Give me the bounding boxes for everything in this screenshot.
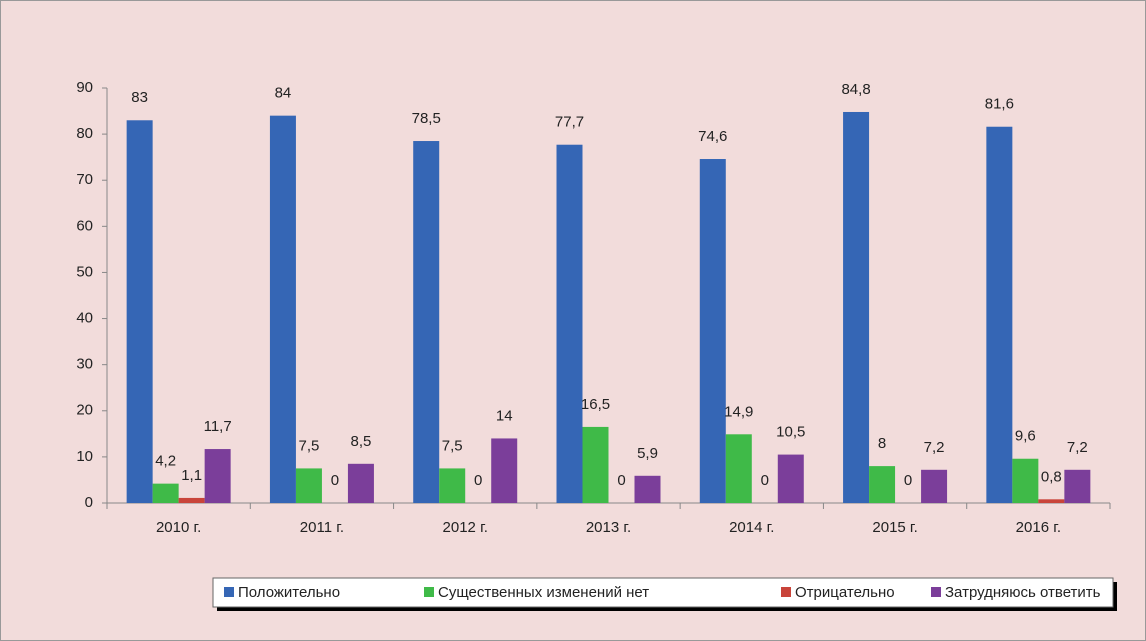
bar [1064,469,1091,503]
bar [413,141,440,503]
data-label: 5,9 [637,445,658,462]
data-label: 9,6 [1015,428,1036,445]
bar [178,497,205,503]
y-tick-label: 20 [76,402,93,419]
bar [869,466,896,503]
legend-label: Существенных изменений нет [438,584,649,601]
legend-swatch [424,587,434,597]
bar [634,475,661,503]
data-label: 7,5 [442,437,463,454]
data-label: 14,9 [724,403,753,420]
data-label: 0 [474,472,482,489]
y-tick-label: 10 [76,448,93,465]
bar [439,468,466,503]
x-tick-label: 2015 г. [872,519,917,536]
data-label: 14 [496,407,513,424]
bar [921,469,948,503]
bar [986,126,1013,503]
legend-swatch [931,587,941,597]
legend-box [212,577,1114,608]
bar [843,111,870,503]
bar [152,483,179,503]
data-label: 77,7 [555,114,584,131]
bar [699,159,726,503]
legend-swatch [781,587,791,597]
y-tick-label: 30 [76,356,93,373]
y-tick-label: 40 [76,310,93,327]
bar [582,426,609,503]
x-tick-label: 2011 г. [300,519,344,536]
data-label: 8 [878,435,886,452]
bar [1038,499,1065,503]
bar [269,115,296,504]
data-label: 0,8 [1041,468,1062,485]
y-tick-label: 60 [76,217,93,234]
y-tick-label: 80 [76,125,93,142]
x-tick-label: 2014 г. [729,519,774,536]
data-label: 83 [131,89,148,106]
data-label: 4,2 [155,453,176,470]
data-label: 84 [275,85,292,102]
bar [204,449,231,503]
bar [295,468,322,503]
x-tick-label: 2016 г. [1016,519,1061,536]
data-label: 78,5 [412,110,441,127]
legend-label: Затрудняюсь ответить [945,584,1101,601]
bar [126,120,153,504]
bar [556,144,583,503]
data-label: 7,2 [1067,439,1088,456]
legend-label: Отрицательно [795,584,895,601]
x-tick-label: 2012 г. [443,519,488,536]
bar [1012,458,1039,503]
x-tick-label: 2010 г. [156,519,201,536]
bar [777,454,804,503]
bar [491,438,518,503]
y-tick-label: 90 [76,79,93,96]
bar [347,463,374,503]
data-label: 1,1 [181,467,202,484]
legend-swatch [224,587,234,597]
data-label: 0 [761,472,769,489]
data-label: 81,6 [985,96,1014,113]
data-label: 0 [331,472,339,489]
data-label: 7,5 [298,437,319,454]
data-label: 74,6 [698,128,727,145]
data-label: 0 [904,472,912,489]
x-tick-label: 2013 г. [586,519,631,536]
data-label: 16,5 [581,396,610,413]
y-tick-label: 50 [76,263,93,280]
legend-label: Положительно [238,584,340,601]
data-label: 11,7 [204,418,232,435]
data-label: 8,5 [350,433,371,450]
data-label: 7,2 [924,439,945,456]
bar [725,434,752,503]
data-label: 0 [617,472,625,489]
y-tick-label: 70 [76,171,93,188]
data-label: 84,8 [841,81,870,98]
y-tick-label: 0 [85,494,93,511]
data-label: 10,5 [776,424,805,441]
